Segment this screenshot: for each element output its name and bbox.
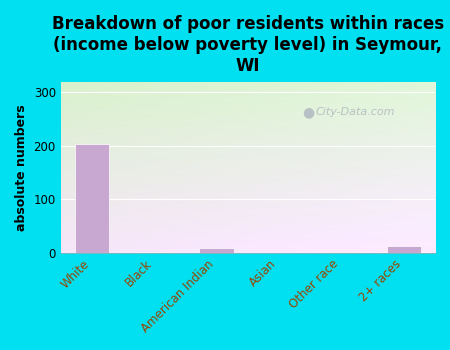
Bar: [137, 252, 171, 253]
Text: City-Data.com: City-Data.com: [315, 107, 395, 118]
Text: ●: ●: [302, 105, 314, 119]
Y-axis label: absolute numbers: absolute numbers: [15, 104, 28, 231]
Bar: [75, 144, 109, 253]
Bar: [324, 252, 359, 253]
Bar: [199, 248, 234, 253]
Title: Breakdown of poor residents within races
(income below poverty level) in Seymour: Breakdown of poor residents within races…: [52, 15, 444, 75]
Bar: [387, 246, 421, 253]
